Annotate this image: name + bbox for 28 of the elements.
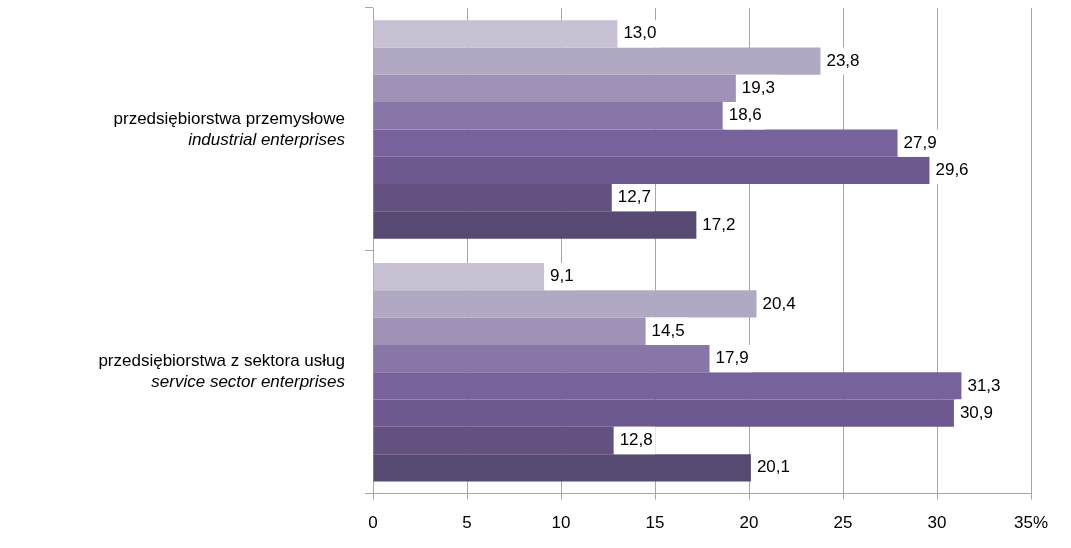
- x-tick-label: 15: [645, 513, 665, 533]
- data-label: 20,1: [756, 457, 790, 477]
- data-label: 18,6: [728, 105, 762, 125]
- data-label: 12,8: [619, 430, 653, 450]
- x-tick-label: 10: [551, 513, 571, 533]
- x-tick-label: 0: [368, 513, 378, 533]
- y-tick-label: przedsiębiorstwa przemysłowe industrial enterprises: [113, 108, 346, 149]
- bar: [373, 184, 612, 212]
- y-tick-label: przedsiębiorstwa z sektora usług service sector enterprises: [98, 351, 346, 392]
- data-label: 19,3: [741, 78, 775, 98]
- data-label: 17,9: [715, 348, 749, 368]
- data-label: 14,5: [651, 320, 685, 340]
- data-label: 20,4: [762, 293, 796, 313]
- data-label: 17,2: [702, 214, 736, 234]
- x-tick-label: 5: [462, 513, 472, 533]
- bar: [373, 47, 821, 75]
- data-label: 9,1: [550, 266, 574, 286]
- data-label: 23,8: [826, 50, 860, 70]
- x-tick-label: 35%: [1013, 513, 1049, 533]
- data-label: 13,0: [623, 23, 657, 43]
- data-label: 30,9: [959, 402, 994, 422]
- x-tick-label: 25: [833, 513, 853, 533]
- x-tick-label: 30: [927, 513, 947, 533]
- data-label: 27,9: [903, 132, 937, 152]
- data-label: 31,3: [967, 375, 1001, 395]
- data-label: 29,6: [935, 160, 969, 180]
- data-label: 12,7: [617, 187, 651, 207]
- x-tick-label: 20: [739, 513, 759, 533]
